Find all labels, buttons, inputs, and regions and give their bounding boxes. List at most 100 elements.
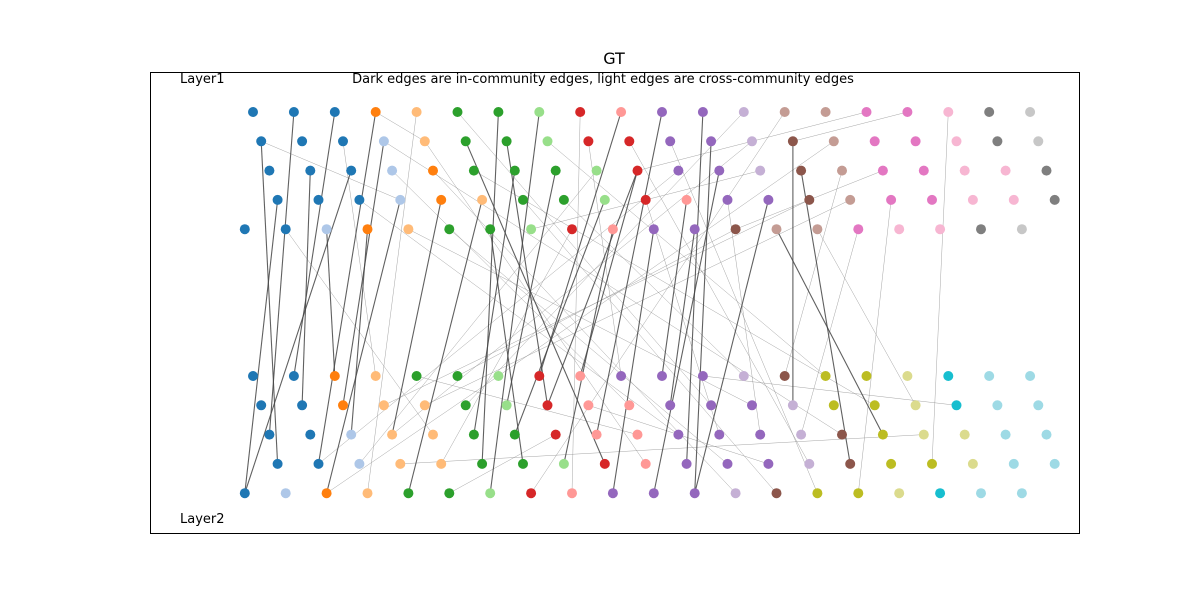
node-1-r1-1: [297, 136, 308, 147]
node-1-r3-12: [763, 194, 774, 205]
node-1-r0-18: [984, 107, 995, 117]
node-1-r0-1: [288, 107, 299, 117]
node-2-r3-4: [436, 458, 447, 469]
node-2-r1-4: [419, 400, 430, 411]
node-2-r1-0: [256, 400, 267, 411]
node-2-r1-12: [747, 400, 757, 411]
node-1-r0-13: [779, 107, 790, 117]
node-2-r4-13: [771, 488, 782, 499]
node-1-r3-6: [518, 194, 528, 205]
node-1-r3-15: [886, 194, 897, 205]
node-2-r2-0: [264, 429, 275, 440]
node-1-r0-17: [943, 107, 954, 117]
in-community-edge: [293, 111, 336, 377]
in-community-edge: [506, 141, 549, 406]
in-community-edge: [694, 199, 769, 494]
node-1-r4-11: [689, 224, 700, 235]
node-1-r2-10: [673, 165, 684, 176]
in-community-edge: [317, 111, 377, 464]
node-2-r0-14: [820, 371, 831, 381]
cross-community-edge: [931, 111, 949, 464]
in-community-edge: [391, 199, 442, 435]
node-2-r2-16: [918, 429, 929, 440]
node-2-r2-7: [550, 429, 561, 440]
cross-community-edge: [784, 170, 843, 377]
node-2-r4-12: [730, 488, 741, 499]
node-2-r3-2: [354, 458, 365, 469]
node-1-r4-16: [894, 224, 905, 235]
node-1-r0-2: [329, 107, 340, 117]
node-1-r1-18: [992, 136, 1003, 147]
node-1-r1-6: [501, 136, 512, 147]
node-1-r1-12: [747, 136, 757, 147]
node-1-r0-10: [657, 107, 667, 117]
in-community-edge: [407, 199, 483, 494]
cross-community-edge: [498, 141, 834, 377]
node-1-r3-0: [272, 194, 283, 205]
node-2-r3-12: [763, 458, 774, 469]
in-community-edge: [326, 199, 401, 494]
node-1-r3-17: [967, 194, 978, 205]
in-community-edge: [514, 199, 606, 435]
in-community-edge: [489, 229, 524, 464]
cross-community-edge: [383, 141, 843, 435]
node-1-r0-4: [411, 107, 422, 117]
node-2-r2-8: [591, 429, 602, 440]
cross-community-edge: [383, 199, 810, 406]
node-1-r0-7: [534, 107, 545, 117]
node-2-r4-8: [567, 488, 577, 499]
in-community-edge: [686, 111, 704, 464]
node-1-r0-5: [452, 107, 463, 117]
node-2-r0-1: [288, 371, 299, 381]
node-1-r4-7: [526, 224, 537, 235]
node-1-r4-5: [444, 224, 455, 235]
node-2-r4-4: [403, 488, 414, 499]
node-2-r1-7: [542, 400, 553, 411]
in-community-edges: [244, 111, 884, 494]
cross-community-edge: [375, 111, 425, 142]
node-2-r4-17: [935, 488, 946, 499]
cross-community-edge: [702, 375, 957, 406]
node-2-r2-19: [1041, 429, 1052, 440]
node-1-r2-17: [959, 165, 970, 176]
node-1-r2-11: [714, 165, 725, 176]
cross-community-edge: [400, 434, 924, 465]
in-community-edge: [612, 229, 655, 494]
node-1-r3-11: [722, 194, 733, 205]
cross-community-edge: [359, 170, 597, 465]
node-2-r4-18: [976, 488, 986, 499]
node-2-r2-12: [755, 429, 766, 440]
node-2-r1-17: [951, 400, 962, 411]
node-2-r2-4: [428, 429, 438, 440]
in-community-edge: [481, 111, 499, 464]
node-1-r2-15: [877, 165, 888, 176]
node-1-r0-6: [493, 107, 504, 117]
node-2-r2-15: [877, 429, 888, 440]
cross-community-edge: [391, 170, 630, 406]
node-2-r4-15: [853, 488, 864, 499]
node-2-r0-3: [370, 371, 381, 381]
node-1-r1-7: [542, 136, 553, 147]
node-2-r0-0: [248, 371, 258, 381]
cross-community-edge: [629, 141, 810, 465]
node-1-r3-19: [1049, 194, 1060, 205]
in-community-edge: [653, 170, 720, 494]
in-community-edge: [669, 229, 696, 406]
node-2-r1-8: [583, 400, 594, 411]
node-2-r4-0: [239, 488, 250, 499]
node-1-r3-5: [477, 194, 488, 205]
node-2-r0-2: [329, 371, 340, 381]
node-1-r2-5: [468, 165, 479, 176]
node-1-r1-17: [951, 136, 962, 147]
node-1-r3-13: [804, 194, 815, 205]
node-2-r3-5: [477, 458, 488, 469]
node-2-r3-18: [1008, 458, 1019, 469]
node-1-r2-3: [387, 165, 398, 176]
node-1-r2-7: [550, 165, 561, 176]
node-2-r1-14: [828, 400, 839, 411]
node-1-r0-12: [738, 107, 749, 117]
node-layer: [239, 107, 1060, 499]
node-1-r2-18: [1000, 165, 1011, 176]
node-1-r0-3: [370, 107, 381, 117]
